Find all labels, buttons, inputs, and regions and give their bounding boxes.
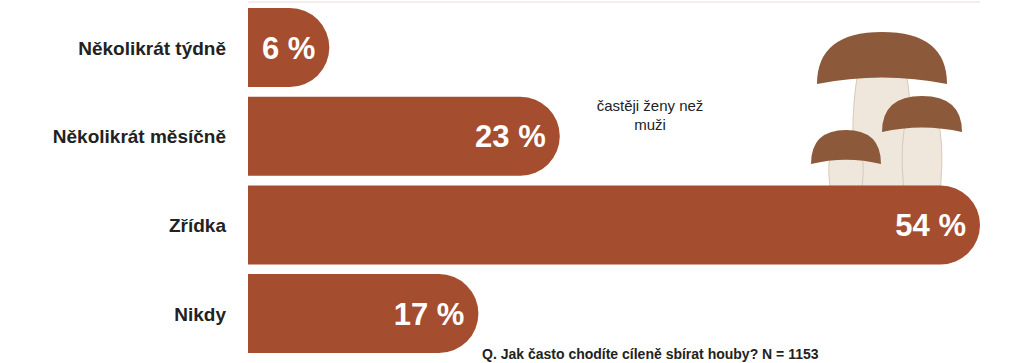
labels: 6 % Několikrát týdně 23 % Několikrát měsíčn…: [53, 31, 966, 363]
category-label: Nikdy: [174, 304, 226, 325]
category-label: Několikrát týdně: [78, 38, 226, 59]
data-label: 6 %: [262, 31, 315, 66]
chart: 6 % Několikrát týdně 23 % Několikrát měsíčn…: [0, 0, 1024, 363]
annotation: častěji ženy než muži: [597, 97, 704, 133]
mushrooms: [811, 32, 962, 186]
category-label: Zřídka: [169, 215, 226, 236]
data-label: 54 %: [895, 208, 966, 243]
mushroom-cap: [811, 130, 881, 164]
x-axis-line: [248, 2, 980, 3]
annotation-line: častěji ženy než: [597, 97, 704, 114]
mushroom-cap: [817, 32, 947, 84]
bar: [248, 185, 980, 264]
category-label: Několikrát měsíčně: [53, 126, 226, 147]
title: Q. Jak často chodíte cíleně sbírat houby…: [482, 346, 819, 362]
mushroom-cap: [882, 96, 962, 132]
data-label: 17 %: [394, 297, 465, 332]
data-label: 23 %: [475, 119, 546, 154]
annotation-line: muži: [634, 116, 666, 133]
bar: [248, 97, 560, 176]
bar: [248, 274, 478, 353]
bars: [248, 8, 980, 353]
bar: [248, 8, 329, 87]
